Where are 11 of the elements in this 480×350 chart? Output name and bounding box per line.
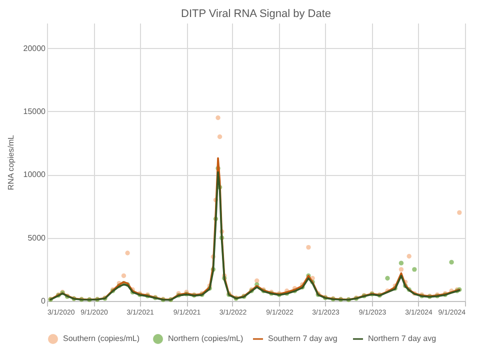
y-tick-label: 5000 <box>28 233 46 242</box>
y-tick-label: 15000 <box>23 106 46 116</box>
legend-label: Northern 7 day avg <box>368 334 436 343</box>
legend-label: Southern (copies/mL) <box>63 334 140 343</box>
y-tick-label: 20000 <box>23 44 46 53</box>
y-axis-title: RNA copies/mL <box>6 134 16 190</box>
legend-label: Southern 7 day avg <box>268 334 338 343</box>
legend-label: Northern (copies/mL) <box>168 334 244 343</box>
y-tick-label: 0 <box>41 296 46 306</box>
y-tick-label: 10000 <box>23 170 46 180</box>
chart-title: DITP Viral RNA Signal by Date <box>181 8 331 20</box>
